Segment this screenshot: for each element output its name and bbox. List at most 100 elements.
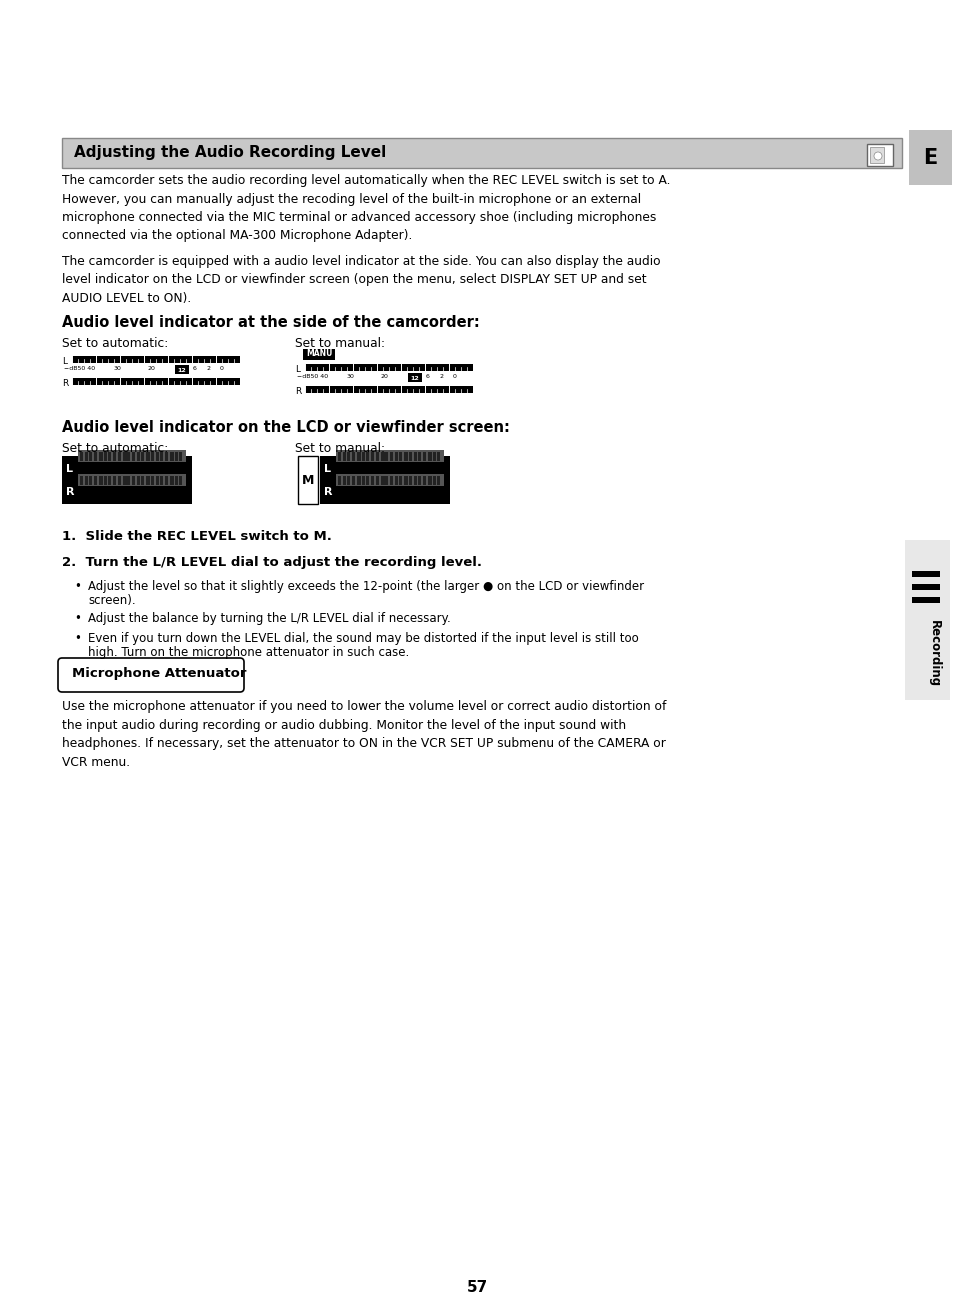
Bar: [78, 474, 186, 487]
Bar: [436, 476, 440, 485]
Bar: [146, 476, 150, 485]
Bar: [104, 451, 107, 461]
Bar: [319, 455, 450, 503]
Bar: [414, 451, 416, 461]
Bar: [408, 373, 421, 382]
Bar: [104, 476, 107, 485]
Bar: [432, 451, 436, 461]
Bar: [179, 476, 182, 485]
Bar: [436, 451, 440, 461]
Bar: [409, 476, 412, 485]
Bar: [404, 451, 408, 461]
Text: MANU: MANU: [306, 350, 332, 359]
Text: Adjusting the Audio Recording Level: Adjusting the Audio Recording Level: [74, 144, 386, 160]
Bar: [117, 476, 121, 485]
Bar: [136, 451, 139, 461]
Bar: [71, 379, 240, 385]
Bar: [80, 451, 83, 461]
Bar: [366, 476, 369, 485]
Bar: [399, 451, 402, 461]
Bar: [904, 540, 949, 700]
Text: 12: 12: [177, 367, 186, 372]
Bar: [911, 571, 939, 578]
Bar: [432, 476, 436, 485]
Circle shape: [873, 152, 882, 160]
Text: Set to automatic:: Set to automatic:: [62, 442, 168, 455]
Bar: [122, 476, 127, 485]
Text: high. Turn on the microphone attenuator in such case.: high. Turn on the microphone attenuator …: [88, 647, 409, 660]
Bar: [422, 476, 426, 485]
Text: Use the microphone attenuator if you need to lower the volume level or correct a: Use the microphone attenuator if you nee…: [62, 700, 666, 769]
Bar: [356, 476, 360, 485]
Text: −dB50 40: −dB50 40: [296, 373, 328, 379]
Bar: [305, 364, 473, 371]
Bar: [136, 476, 139, 485]
Bar: [160, 451, 163, 461]
Text: screen).: screen).: [88, 595, 135, 608]
Text: L: L: [324, 464, 331, 474]
Bar: [132, 476, 135, 485]
Bar: [305, 386, 473, 393]
Bar: [99, 451, 103, 461]
Bar: [390, 451, 393, 461]
Bar: [390, 476, 393, 485]
Bar: [132, 451, 135, 461]
Bar: [174, 366, 189, 373]
Bar: [395, 451, 397, 461]
Bar: [385, 476, 388, 485]
Bar: [155, 451, 158, 461]
Bar: [352, 476, 355, 485]
Bar: [366, 451, 369, 461]
Bar: [911, 584, 939, 589]
Bar: [151, 476, 153, 485]
Text: 2: 2: [439, 373, 443, 379]
Bar: [109, 451, 112, 461]
Bar: [141, 451, 144, 461]
Text: •: •: [74, 611, 81, 624]
Bar: [109, 476, 112, 485]
Text: Set to manual:: Set to manual:: [294, 442, 385, 455]
Text: R: R: [66, 487, 74, 497]
Bar: [371, 476, 374, 485]
Bar: [94, 451, 97, 461]
Text: 20: 20: [148, 366, 155, 371]
Bar: [165, 476, 168, 485]
Bar: [911, 597, 939, 602]
Bar: [117, 451, 121, 461]
Bar: [94, 476, 97, 485]
Text: 20: 20: [380, 373, 389, 379]
Bar: [342, 476, 345, 485]
Text: Audio level indicator at the side of the camcorder:: Audio level indicator at the side of the…: [62, 315, 479, 330]
Bar: [127, 451, 131, 461]
Text: 12: 12: [410, 376, 419, 380]
Text: 30: 30: [347, 373, 355, 379]
Text: 30: 30: [113, 366, 122, 371]
Text: •: •: [74, 632, 81, 645]
Bar: [174, 451, 177, 461]
Text: Set to automatic:: Set to automatic:: [62, 337, 168, 350]
Text: Adjust the level so that it slightly exceeds the 12-point (the larger ● on the L: Adjust the level so that it slightly exc…: [88, 580, 643, 593]
Bar: [347, 476, 350, 485]
Text: 2: 2: [207, 366, 211, 371]
Text: −dB50 40: −dB50 40: [64, 366, 95, 371]
Bar: [399, 476, 402, 485]
Bar: [90, 451, 92, 461]
Bar: [146, 451, 150, 461]
Text: R: R: [62, 379, 69, 388]
Text: •: •: [74, 580, 81, 593]
Bar: [127, 476, 131, 485]
Bar: [342, 451, 345, 461]
Bar: [303, 349, 335, 360]
Text: E: E: [922, 148, 936, 168]
Text: Even if you turn down the LEVEL dial, the sound may be distorted if the input le: Even if you turn down the LEVEL dial, th…: [88, 632, 639, 645]
Bar: [911, 571, 939, 578]
Bar: [165, 451, 168, 461]
Text: 6: 6: [193, 366, 196, 371]
Bar: [335, 474, 443, 487]
Bar: [427, 451, 432, 461]
Bar: [380, 451, 384, 461]
Bar: [170, 476, 173, 485]
Bar: [414, 476, 416, 485]
Bar: [113, 451, 116, 461]
Bar: [409, 451, 412, 461]
